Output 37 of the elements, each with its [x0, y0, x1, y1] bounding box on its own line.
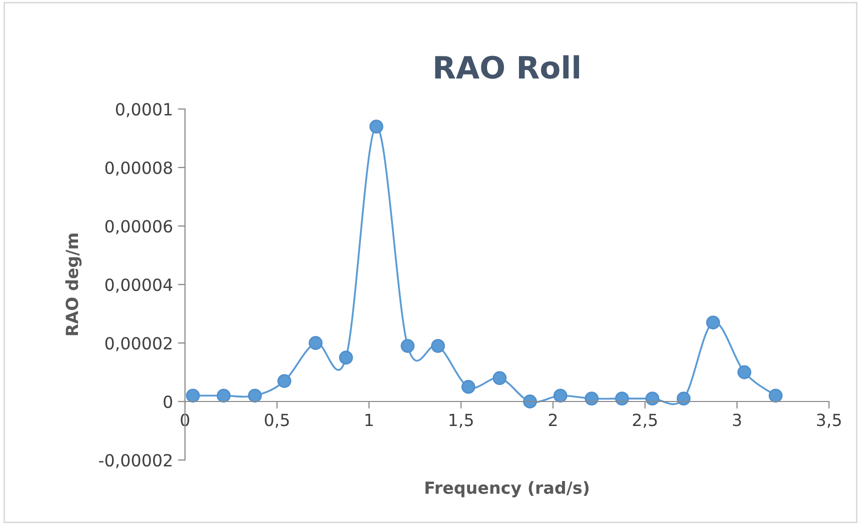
x-tick-label: 3 — [732, 414, 741, 426]
x-tick-label: 2 — [548, 414, 557, 426]
point — [186, 388, 200, 403]
y-axis-title: RAO deg/m — [65, 234, 82, 336]
x-tick-label: 0,5 — [264, 414, 289, 428]
y-tick-label: 0,0001 — [116, 102, 172, 118]
x-axis-title: Frequency (rad/s) — [426, 481, 589, 498]
point — [248, 388, 262, 403]
point — [706, 316, 720, 330]
x-tick-label: 1,5 — [450, 414, 473, 428]
chart-title: RAO Roll — [435, 55, 580, 79]
point — [461, 380, 476, 394]
y-tick-label: 0,00002 — [105, 336, 172, 352]
x-tick-label: 1 — [366, 414, 373, 426]
x-tick-label: 2,5 — [632, 414, 657, 428]
y-tick-label: 0,00004 — [105, 278, 172, 293]
point — [339, 350, 353, 365]
point — [431, 338, 445, 353]
point — [768, 388, 783, 403]
y-tick-label: 0,00008 — [105, 161, 172, 176]
x-tick-label: 3,5 — [817, 414, 841, 428]
point — [737, 365, 752, 380]
y-tick-label: 0 — [164, 395, 172, 408]
point — [676, 392, 691, 406]
point — [492, 371, 507, 386]
point — [308, 336, 323, 350]
point — [400, 338, 415, 353]
point — [216, 388, 231, 403]
point — [523, 394, 537, 408]
y-tick-label: -0,00002 — [99, 454, 172, 468]
y-tick-label: 0,00006 — [105, 220, 172, 234]
point — [369, 120, 384, 134]
point — [584, 392, 599, 406]
point — [615, 392, 629, 406]
point — [553, 388, 568, 403]
point — [277, 374, 292, 388]
point — [645, 392, 660, 406]
